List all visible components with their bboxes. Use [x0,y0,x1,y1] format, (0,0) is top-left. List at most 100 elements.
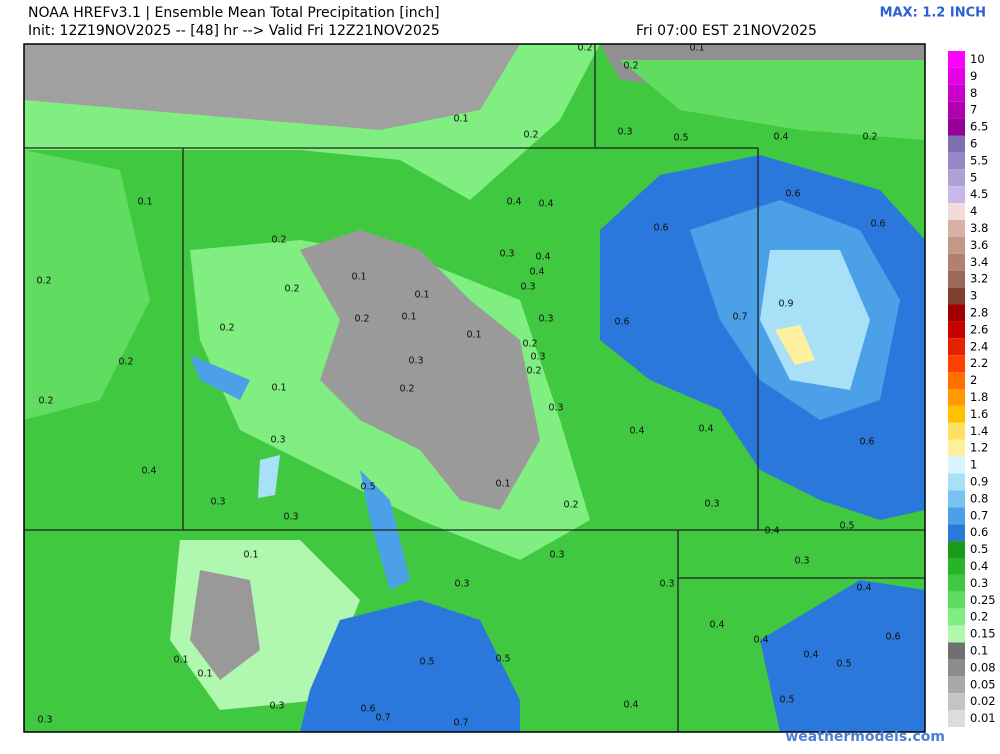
contour-label: 0.2 [526,366,541,377]
contour-label: 0.2 [38,396,53,407]
contour-label: 0.3 [794,556,809,567]
contour-label: 0.1 [453,114,468,125]
contour-label: 0.1 [243,550,258,561]
legend-swatch [948,473,965,491]
contour-label: 0.1 [197,669,212,680]
contour-label: 0.4 [535,252,550,263]
legend-swatch [948,220,965,237]
legend-label: 5 [970,170,977,184]
contour-label: 0.3 [499,249,514,260]
legend-label: 0.02 [970,694,996,708]
legend-swatch [948,67,965,85]
legend-label: 4.5 [970,187,988,201]
legend-label: 1 [970,458,977,472]
contour-label: 0.2 [522,339,537,350]
legend-label: 1.4 [970,424,988,438]
legend-swatch [948,186,965,204]
contour-label: 0.6 [614,317,629,328]
max-label: MAX: 1.2 INCH [880,6,986,21]
legend-label: 1.8 [970,390,988,404]
contour-label: 0.2 [563,500,578,511]
legend-label: 3.4 [970,255,988,269]
contour-label: 0.2 [523,130,538,141]
legend-swatch [948,338,965,356]
legend-label: 0.01 [970,711,996,725]
legend-swatch [948,676,965,694]
legend-label: 0.3 [970,576,988,590]
legend-swatch [948,321,965,339]
contour-label: 0.2 [399,384,414,395]
legend-swatch [948,236,965,254]
contour-label: 0.2 [623,61,638,72]
contour-label: 0.9 [778,299,793,310]
legend-swatch [948,203,965,220]
legend-swatch [948,439,965,457]
contour-label: 0.3 [548,403,563,414]
contour-label: 0.2 [271,235,286,246]
legend-swatch [948,558,965,575]
contour-label: 0.4 [856,583,871,594]
legend-label: 6 [970,136,977,150]
legend-label: 2.2 [970,356,988,370]
contour-label: 0.3 [454,579,469,590]
contour-label: 0.1 [173,655,188,666]
contour-label: 0.3 [538,314,553,325]
legend-label: 0.2 [970,610,988,624]
legend-swatch [948,270,965,288]
legend-swatch [948,101,965,119]
legend-swatch [948,51,965,68]
legend-label: 2.4 [970,339,988,353]
contour-label: 0.4 [773,132,788,143]
contour-label: 0.1 [414,290,429,301]
contour-label: 0.5 [495,654,510,665]
legend-swatch [948,659,965,677]
contour-label: 0.1 [466,330,481,341]
contour-label: 0.3 [549,550,564,561]
contour-label: 0.6 [653,223,668,234]
contour-label: 0.7 [732,312,747,323]
legend-label: 6.5 [970,120,988,134]
footer: weathermodels.com [785,729,945,745]
contour-label: 0.4 [506,197,521,208]
legend-label: 2.6 [970,322,988,336]
map-frame [23,43,926,733]
contour-label: 0.1 [137,197,152,208]
contour-label: 0.4 [764,526,779,537]
legend-swatch [948,287,965,305]
legend-swatch [948,574,965,592]
legend-swatch [948,710,965,727]
legend-label: 3 [970,289,977,303]
contour-label: 0.3 [269,701,284,712]
contour-label: 0.2 [354,314,369,325]
legend-label: 7 [970,103,977,117]
legend-swatch [948,405,965,423]
legend-label: 0.15 [970,627,996,641]
contour-label: 0.3 [530,352,545,363]
legend-swatch [948,84,965,102]
legend-label: 10 [970,52,985,66]
legend-label: 8 [970,86,977,100]
contour-label: 0.1 [401,312,416,323]
contour-label: 0.3 [520,282,535,293]
legend-swatch [948,372,965,389]
contour-label: 0.5 [836,659,851,670]
legend-label: 0.1 [970,643,988,657]
contour-label: 0.2 [118,357,133,368]
contour-label: 0.6 [870,219,885,230]
contour-label: 0.1 [495,479,510,490]
legend-label: 1.6 [970,407,988,421]
contour-label: 0.5 [360,482,375,493]
init-line: Init: 12Z19NOV2025 -- [48] hr --> Valid … [28,23,440,39]
contour-label: 0.4 [709,620,724,631]
contour-label: 0.6 [785,189,800,200]
legend-swatch [948,541,965,558]
legend-label: 0.08 [970,660,996,674]
legend-swatch [948,608,965,626]
legend-swatch [948,389,965,406]
contour-label: 0.4 [141,466,156,477]
contour-label: 0.4 [629,426,644,437]
contour-label: 0.2 [36,276,51,287]
legend-label: 5.5 [970,153,988,167]
title: NOAA HREFv3.1 | Ensemble Mean Total Prec… [28,5,440,21]
